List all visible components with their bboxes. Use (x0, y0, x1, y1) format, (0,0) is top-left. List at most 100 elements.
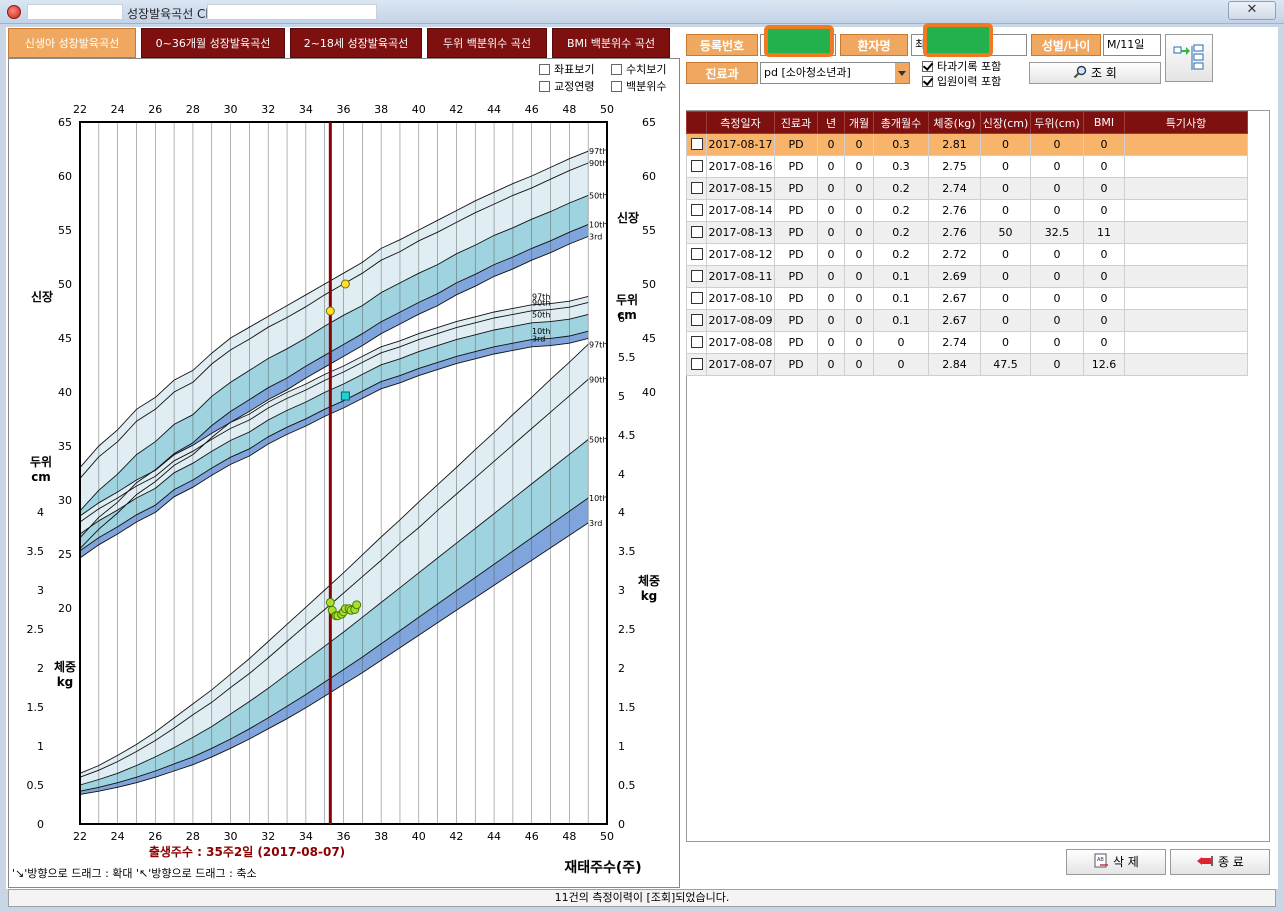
row-select-cell[interactable] (686, 221, 707, 244)
table-row[interactable]: 2017-08-07 PD 0 0 0 2.84 47.5 0 12.6 (686, 353, 1248, 376)
cell-total-months: 0.3 (873, 133, 929, 156)
row-checkbox[interactable] (690, 248, 703, 260)
left-tick-height: 25 (58, 548, 72, 561)
tab-bmi-percentile[interactable]: BMI 백분위수 곡선 (552, 28, 670, 58)
cell-month: 0 (844, 243, 874, 266)
right-tick-height: 40 (642, 386, 656, 399)
corrected-age-option[interactable]: 교정연령 (539, 78, 594, 94)
search-button[interactable]: 조 회 (1029, 62, 1161, 84)
x-tick-label-bottom: 34 (299, 830, 313, 843)
row-select-cell[interactable] (686, 177, 707, 200)
x-tick-label-bottom: 30 (224, 830, 238, 843)
table-row[interactable]: 2017-08-09 PD 0 0 0.1 2.67 0 0 0 (686, 309, 1248, 332)
table-row[interactable]: 2017-08-08 PD 0 0 0 2.74 0 0 0 (686, 331, 1248, 354)
cell-total-months: 0 (873, 331, 929, 354)
table-header-weight[interactable]: 체중(kg) (928, 111, 981, 134)
cell-dept: PD (774, 155, 818, 178)
sex-age-input[interactable]: M/11일 (1103, 34, 1161, 56)
row-checkbox[interactable] (690, 204, 703, 216)
row-checkbox[interactable] (690, 160, 703, 172)
tab-head-percentile[interactable]: 두위 백분위수 곡선 (427, 28, 547, 58)
table-row[interactable]: 2017-08-13 PD 0 0 0.2 2.76 50 32.5 11 (686, 221, 1248, 244)
window-close-button[interactable]: ✕ (1228, 1, 1276, 20)
table-header-height[interactable]: 신장(cm) (980, 111, 1031, 134)
row-checkbox[interactable] (690, 138, 703, 150)
height-percentile-label: 90th (589, 159, 607, 168)
inpatient-option[interactable]: 입원이력 포함 (922, 73, 1001, 89)
row-select-cell[interactable] (686, 265, 707, 288)
row-checkbox[interactable] (690, 270, 703, 282)
table-row[interactable]: 2017-08-15 PD 0 0 0.2 2.74 0 0 0 (686, 177, 1248, 200)
right-tick-height: 45 (642, 332, 656, 345)
other-dept-option[interactable]: 타과기록 포함 (922, 58, 1001, 74)
chevron-down-icon[interactable] (895, 63, 909, 83)
tab-2-18-years[interactable]: 2~18세 성장발육곡선 (290, 28, 422, 58)
x-tick-label-top: 32 (261, 103, 275, 116)
row-select-cell[interactable] (686, 331, 707, 354)
row-select-cell[interactable] (686, 155, 707, 178)
table-header-month[interactable]: 개월 (844, 111, 874, 134)
values-option[interactable]: 수치보기 (611, 61, 666, 77)
table-header-bmi[interactable]: BMI (1083, 111, 1125, 134)
row-checkbox[interactable] (690, 226, 703, 238)
coords-checkbox[interactable] (539, 64, 550, 75)
row-select-cell[interactable] (686, 243, 707, 266)
values-checkbox[interactable] (611, 64, 622, 75)
inpatient-label: 입원이력 포함 (937, 75, 1002, 88)
table-row[interactable]: 2017-08-12 PD 0 0 0.2 2.72 0 0 0 (686, 243, 1248, 266)
right-tick-weight: 4 (618, 506, 625, 519)
row-checkbox[interactable] (690, 314, 703, 326)
table-header-year[interactable]: 년 (817, 111, 845, 134)
table-header-notes[interactable]: 특기사항 (1124, 111, 1248, 134)
cell-head: 32.5 (1030, 221, 1084, 244)
percentile-checkbox[interactable] (611, 81, 622, 92)
head-axis-title-right: 두위 (616, 293, 638, 307)
exit-icon (1197, 856, 1213, 866)
table-row[interactable]: 2017-08-16 PD 0 0 0.3 2.75 0 0 0 (686, 155, 1248, 178)
tab-0-36-months[interactable]: 0~36개월 성장발육곡선 (141, 28, 285, 58)
weight-percentile-label: 90th (589, 375, 607, 384)
table-header-head[interactable]: 두위(cm) (1030, 111, 1084, 134)
table-header-date[interactable]: 측정일자 (706, 111, 775, 134)
table-header-dept[interactable]: 진료과 (774, 111, 818, 134)
height-band-90-97 (80, 151, 589, 479)
row-select-cell[interactable] (686, 133, 707, 156)
table-row[interactable]: 2017-08-10 PD 0 0 0.1 2.67 0 0 0 (686, 287, 1248, 310)
delete-button[interactable]: AB 삭 제 (1066, 849, 1166, 875)
row-select-cell[interactable] (686, 199, 707, 222)
inpatient-checkbox[interactable] (922, 76, 933, 87)
row-checkbox[interactable] (690, 336, 703, 348)
cell-height: 0 (980, 331, 1031, 354)
cell-weight: 2.72 (928, 243, 981, 266)
cell-bmi: 0 (1083, 265, 1125, 288)
cell-dept: PD (774, 265, 818, 288)
x-tick-label-top: 36 (337, 103, 351, 116)
table-row[interactable]: 2017-08-17 PD 0 0 0.3 2.81 0 0 0 (686, 133, 1248, 156)
other-dept-checkbox[interactable] (922, 61, 933, 72)
right-tick-weight: 3.5 (618, 545, 636, 558)
coords-option[interactable]: 좌표보기 (539, 61, 594, 77)
cell-height: 0 (980, 155, 1031, 178)
row-select-cell[interactable] (686, 287, 707, 310)
values-label: 수치보기 (626, 63, 667, 76)
row-select-cell[interactable] (686, 353, 707, 376)
close-button[interactable]: 종 료 (1170, 849, 1270, 875)
left-tick-height: 30 (58, 494, 72, 507)
table-row[interactable]: 2017-08-11 PD 0 0 0.1 2.69 0 0 0 (686, 265, 1248, 288)
tab-newborn-growth[interactable]: 신생아 성장발육곡선 (8, 28, 136, 58)
percentile-option[interactable]: 백분위수 (611, 78, 666, 94)
row-checkbox[interactable] (690, 182, 703, 194)
corrected-age-checkbox[interactable] (539, 81, 550, 92)
head-percentile-label: 97th (532, 292, 550, 301)
dept-select[interactable]: pd [소아청소년과] (760, 62, 910, 84)
export-button[interactable] (1165, 34, 1213, 82)
row-select-cell[interactable] (686, 309, 707, 332)
x-tick-label-top: 38 (374, 103, 388, 116)
table-row[interactable]: 2017-08-14 PD 0 0 0.2 2.76 0 0 0 (686, 199, 1248, 222)
table-header-total-months[interactable]: 총개월수 (873, 111, 929, 134)
row-checkbox[interactable] (690, 292, 703, 304)
cell-notes (1124, 177, 1248, 200)
cell-total-months: 0.2 (873, 243, 929, 266)
row-checkbox[interactable] (690, 358, 703, 370)
